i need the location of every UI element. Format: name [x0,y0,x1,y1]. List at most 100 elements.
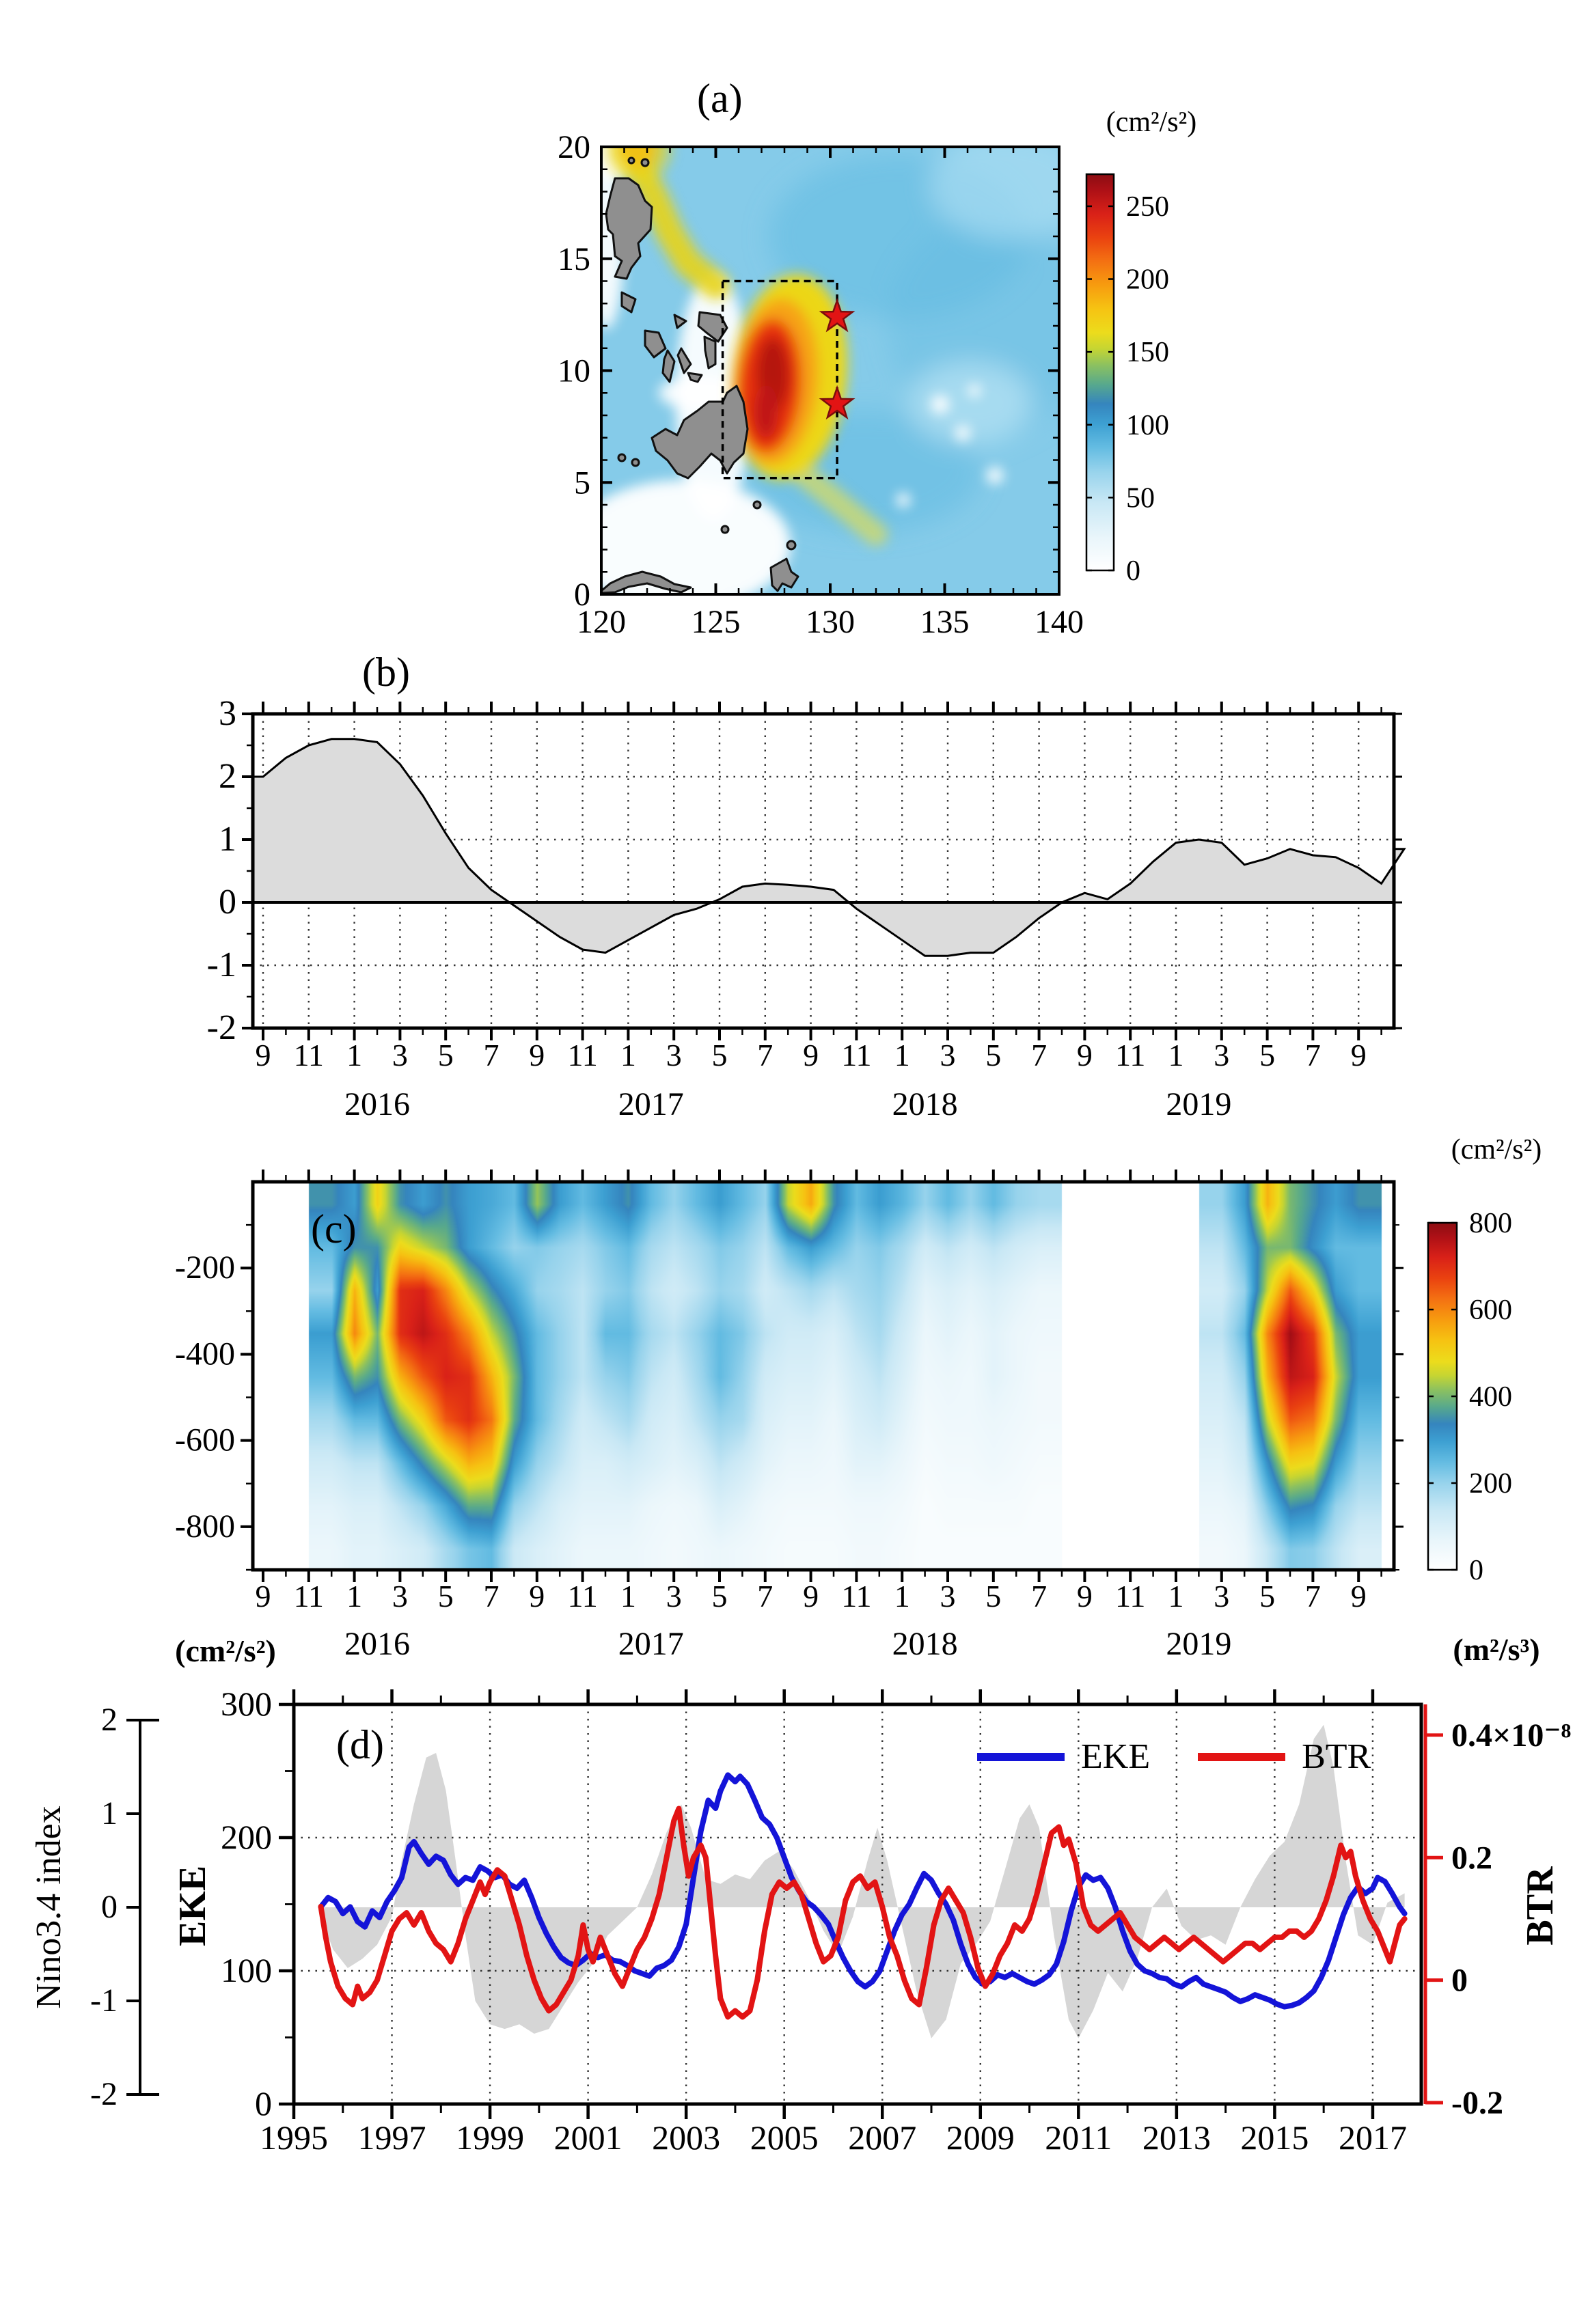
svg-text:3: 3 [392,1579,408,1614]
eke-depth-heatmap [254,1182,1393,1571]
luzon-island [605,177,653,280]
svg-text:135: 135 [920,604,970,640]
svg-text:800: 800 [1469,1208,1512,1239]
svg-text:1: 1 [346,1579,362,1614]
svg-text:BTR: BTR [1519,1866,1561,1946]
nino-line [253,738,1406,957]
svg-text:9: 9 [803,1579,819,1614]
svg-text:20: 20 [558,129,590,165]
panay-island [644,329,667,359]
svg-text:2: 2 [101,1702,118,1738]
svg-text:1: 1 [346,1038,362,1073]
svg-text:5: 5 [712,1038,728,1073]
panel-d-label: (d) [336,1722,384,1767]
svg-text:3: 3 [940,1579,956,1614]
svg-text:3: 3 [666,1038,682,1073]
svg-text:9: 9 [256,1579,271,1614]
svg-text:0: 0 [255,2084,272,2122]
svg-text:2015: 2015 [1240,2118,1309,2157]
svg-text:0: 0 [1126,555,1140,587]
study-region-box [721,279,838,480]
svg-text:1: 1 [1168,1579,1184,1614]
svg-text:(cm²/s²): (cm²/s²) [1106,107,1196,138]
talaud-island [752,500,762,510]
babuyan-island-2 [627,156,635,165]
nino-area-fill [252,738,1405,956]
svg-text:-600: -600 [175,1422,235,1458]
eke-legend-swatch [977,1752,1065,1761]
panel-c-frame [251,1180,1396,1572]
svg-text:1995: 1995 [260,2118,328,2157]
svg-text:11: 11 [841,1038,871,1073]
sulu-island [617,453,627,462]
svg-text:400: 400 [1469,1381,1512,1413]
svg-text:7: 7 [1305,1038,1321,1073]
svg-text:0.4×10⁻⁸: 0.4×10⁻⁸ [1451,1717,1571,1754]
sangihe-island [720,525,730,534]
svg-text:2016: 2016 [344,1086,410,1122]
svg-text:(cm²/s²): (cm²/s²) [175,1633,276,1668]
panel-d-eke-btr-timeseries: 1995 1997 1999 2001 2003 2005 2007 2009 2011 2013… [29,1632,1571,2157]
svg-text:11: 11 [1115,1579,1145,1614]
svg-text:9: 9 [529,1579,545,1614]
svg-text:1: 1 [894,1579,910,1614]
mindoro-island [620,291,637,314]
svg-text:11: 11 [1115,1038,1145,1073]
bohol-island [687,372,703,383]
svg-text:1: 1 [219,820,236,859]
mooring-stars [819,298,855,420]
svg-text:3: 3 [1214,1579,1229,1614]
leyte-island [703,335,717,370]
svg-text:5: 5 [574,465,590,501]
svg-text:11: 11 [294,1038,324,1073]
svg-text:2018: 2018 [892,1086,958,1122]
svg-text:1: 1 [894,1038,910,1073]
samar-island [697,311,728,343]
colorbar-c-ticks: (cm²/s²) 800 600 400 200 0 [1428,1134,1542,1586]
colorbar-a-ticks: (cm²/s²) 250 200 150 100 50 0 [1086,107,1196,587]
svg-text:-2: -2 [207,1008,236,1047]
svg-text:7: 7 [1031,1038,1047,1073]
svg-text:5: 5 [985,1579,1001,1614]
svg-text:120: 120 [577,604,626,640]
svg-text:11: 11 [567,1038,597,1073]
svg-text:2018: 2018 [892,1626,958,1662]
svg-text:2017: 2017 [1339,2118,1407,2157]
svg-text:3: 3 [940,1038,956,1073]
svg-text:0: 0 [1469,1555,1483,1586]
svg-text:2016: 2016 [344,1626,410,1662]
svg-text:2019: 2019 [1166,1626,1231,1662]
svg-text:1999: 1999 [456,2118,524,2157]
svg-text:9: 9 [1351,1579,1367,1614]
panel-c-label: (c) [311,1206,357,1251]
negros-island [661,349,676,383]
mooring-star-icon [819,298,855,333]
svg-text:Nino3.4 index: Nino3.4 index [29,1806,68,2009]
svg-text:15: 15 [558,241,590,277]
cebu-island [676,347,692,374]
sulu-island-2 [631,458,640,467]
svg-text:2011: 2011 [1045,2118,1112,2157]
svg-text:300: 300 [221,1685,272,1723]
svg-text:5: 5 [985,1038,1001,1073]
svg-text:1: 1 [620,1579,636,1614]
svg-text:7: 7 [484,1038,499,1073]
svg-text:-2: -2 [90,2076,118,2112]
high-eke-blob [605,147,888,546]
svg-text:200: 200 [1126,264,1169,296]
btr-line [318,1806,1408,2020]
svg-text:1: 1 [620,1038,636,1073]
svg-text:600: 600 [1469,1295,1512,1326]
panel-a-label: (a) [697,76,743,121]
svg-text:3: 3 [1214,1038,1229,1073]
svg-text:0: 0 [1451,1963,1468,1999]
map-axis-ticks: 120 125 130 135 140 0 5 10 15 20 [558,129,1084,640]
svg-text:-1: -1 [90,1982,118,2019]
svg-text:125: 125 [692,604,741,640]
svg-text:-400: -400 [175,1336,235,1372]
panel-b-label: (b) [362,650,410,695]
svg-text:3: 3 [666,1579,682,1614]
eke-legend-label: EKE [1081,1737,1151,1776]
svg-text:(m²/s³): (m²/s³) [1453,1632,1539,1667]
